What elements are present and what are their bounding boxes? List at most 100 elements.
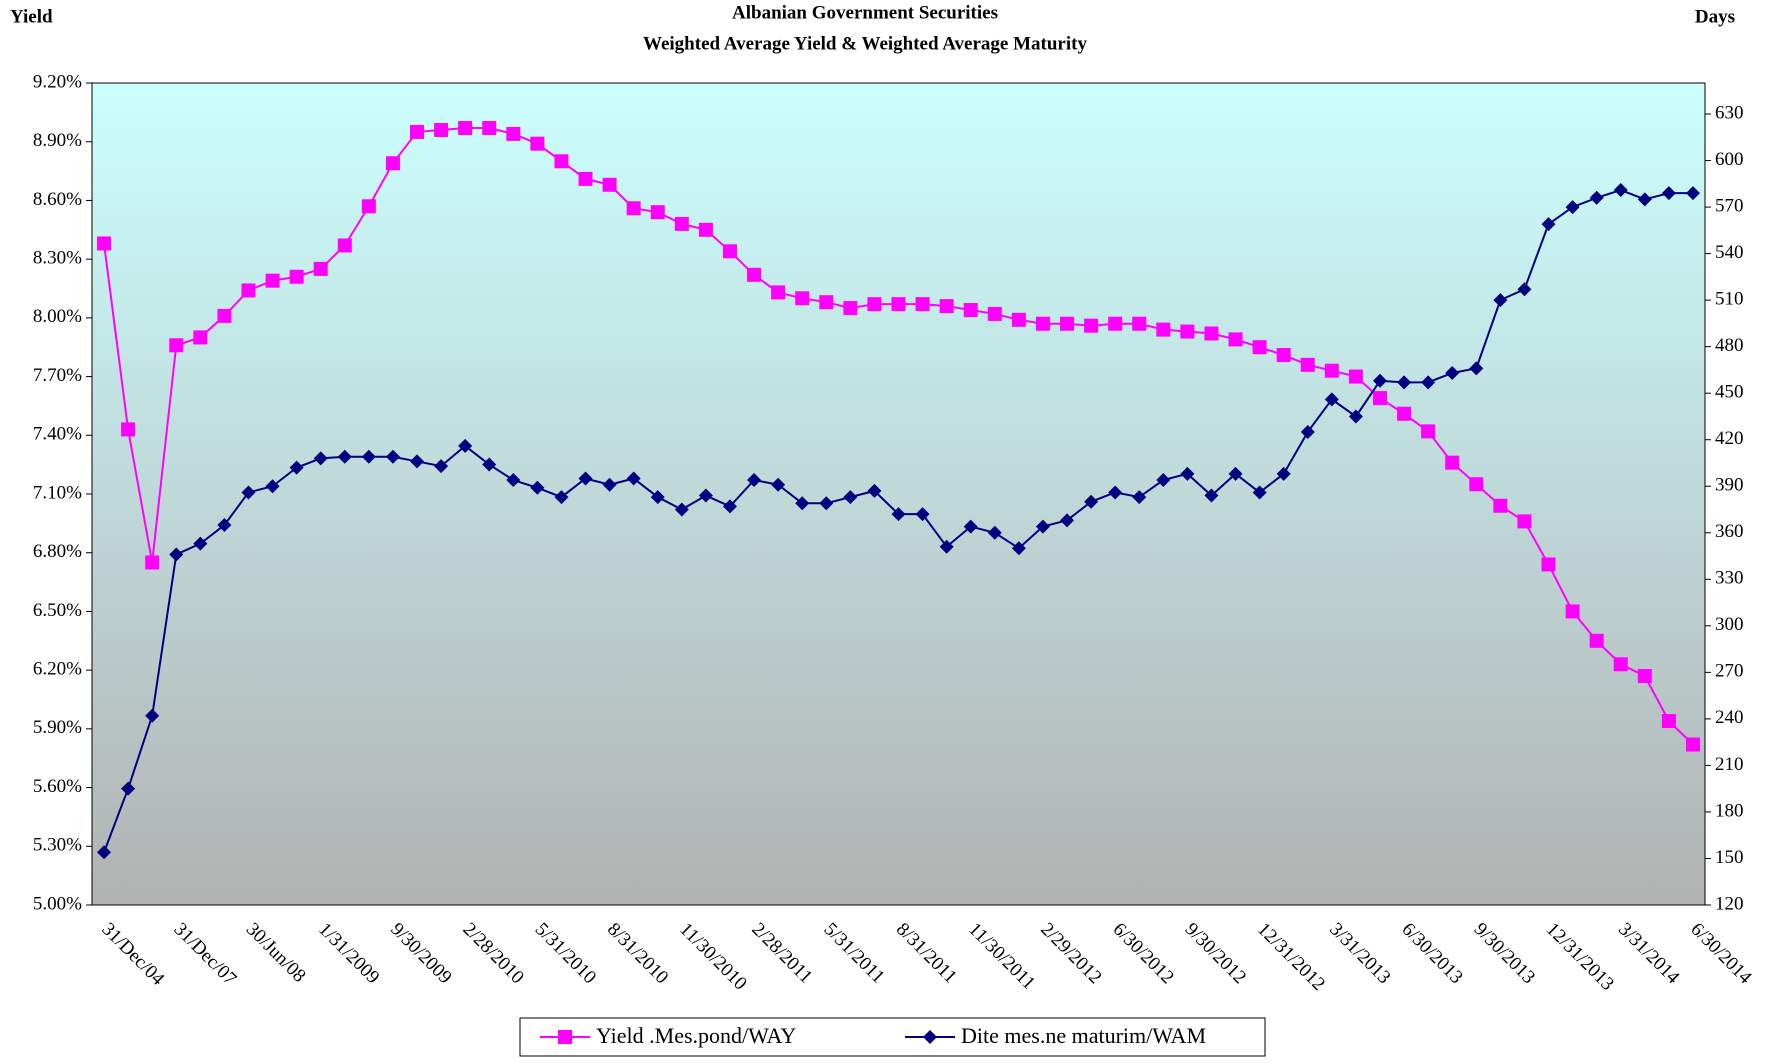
y-tick-label: 8.30%: [33, 248, 82, 269]
data-point: [819, 496, 834, 511]
data-point: [1324, 392, 1339, 407]
data-point: [1469, 477, 1484, 492]
x-tick-label: 30/Jun/08: [242, 919, 310, 987]
data-point: [1060, 316, 1075, 331]
y-tick-label: 5.60%: [33, 776, 82, 797]
data-point: [337, 449, 352, 464]
y2-tick-label: 270: [1715, 661, 1744, 682]
data-point: [1276, 466, 1291, 481]
data-point: [482, 457, 497, 472]
data-point: [1156, 473, 1171, 488]
data-point: [602, 477, 617, 492]
data-point: [1035, 316, 1050, 331]
y-tick-label: 8.00%: [33, 306, 82, 327]
data-point: [963, 519, 978, 534]
data-point: [698, 222, 713, 237]
data-point: [1276, 348, 1291, 363]
data-point: [1469, 361, 1484, 376]
y2-tick-label: 600: [1715, 149, 1744, 170]
y2-tick-label: 570: [1715, 195, 1744, 216]
x-tick-label: 5/31/2010: [531, 919, 600, 988]
data-point: [1517, 514, 1532, 529]
data-point: [939, 539, 954, 554]
data-point: [1637, 192, 1652, 207]
y2-tick-label: 480: [1715, 335, 1744, 356]
data-point: [289, 269, 304, 284]
data-point: [747, 473, 762, 488]
x-tick-label: 11/30/2011: [964, 919, 1039, 994]
data-point: [217, 308, 232, 323]
y2-tick-label: 120: [1715, 893, 1744, 914]
data-point: [602, 177, 617, 192]
x-tick-label: 9/30/2009: [386, 919, 455, 988]
y2-tick-label: 360: [1715, 521, 1744, 542]
data-point: [410, 454, 425, 469]
data-point: [1300, 357, 1315, 372]
data-point: [410, 124, 425, 139]
data-point: [698, 488, 713, 503]
data-point: [361, 449, 376, 464]
data-point: [1613, 657, 1628, 672]
x-tick-label: 12/31/2012: [1253, 919, 1329, 995]
data-point: [554, 154, 569, 169]
data-point: [1637, 669, 1652, 684]
chart-title: Albanian Government Securities: [732, 2, 998, 23]
data-point: [1397, 406, 1412, 421]
x-tick-label: 12/31/2013: [1542, 919, 1618, 995]
y-tick-label: 7.70%: [33, 365, 82, 386]
data-point: [265, 479, 280, 494]
data-point: [795, 291, 810, 306]
data-point: [1132, 490, 1147, 505]
x-tick-label: 2/28/2011: [747, 919, 816, 988]
data-point: [626, 201, 641, 216]
data-point: [265, 273, 280, 288]
y2-tick-label: 210: [1715, 754, 1744, 775]
data-point: [722, 244, 737, 259]
data-point: [506, 473, 521, 488]
data-point: [1372, 373, 1387, 388]
data-point: [1252, 485, 1267, 500]
data-point: [1685, 186, 1700, 201]
y2-tick-label: 510: [1715, 288, 1744, 309]
data-point: [1011, 312, 1026, 327]
y-tick-label: 7.40%: [33, 424, 82, 445]
data-point: [1565, 200, 1580, 215]
y-tick-label: 6.50%: [33, 600, 82, 621]
y2-tick-label: 420: [1715, 428, 1744, 449]
legend-marker: [923, 1030, 937, 1044]
data-point: [145, 555, 160, 570]
data-point: [385, 156, 400, 171]
y-axis-title: Yield: [10, 6, 53, 27]
data-point: [819, 295, 834, 310]
data-point: [1204, 488, 1219, 503]
x-tick-label: 5/31/2011: [820, 919, 889, 988]
data-point: [1517, 282, 1532, 297]
data-point: [1180, 324, 1195, 339]
data-point: [1348, 369, 1363, 384]
data-point: [121, 422, 136, 437]
legend-label: Yield .Mes.pond/WAY: [596, 1023, 796, 1048]
data-point: [1541, 217, 1556, 232]
data-point: [915, 507, 930, 522]
x-tick-label: 6/30/2012: [1109, 919, 1178, 988]
data-point: [987, 306, 1002, 321]
data-point: [1589, 633, 1604, 648]
y2-tick-label: 450: [1715, 382, 1744, 403]
data-point: [1108, 316, 1123, 331]
data-point: [578, 471, 593, 486]
y-tick-label: 5.90%: [33, 717, 82, 738]
data-point: [1324, 363, 1339, 378]
data-point: [915, 297, 930, 312]
data-point: [337, 238, 352, 253]
data-point: [1589, 190, 1604, 205]
data-point: [241, 283, 256, 298]
data-point: [506, 126, 521, 141]
chart-subtitle: Weighted Average Yield & Weighted Averag…: [643, 33, 1087, 54]
y2-tick-label: 390: [1715, 475, 1744, 496]
data-point: [169, 338, 184, 353]
data-point: [193, 536, 208, 551]
data-point: [530, 136, 545, 151]
data-point: [530, 480, 545, 495]
data-point: [434, 459, 449, 474]
